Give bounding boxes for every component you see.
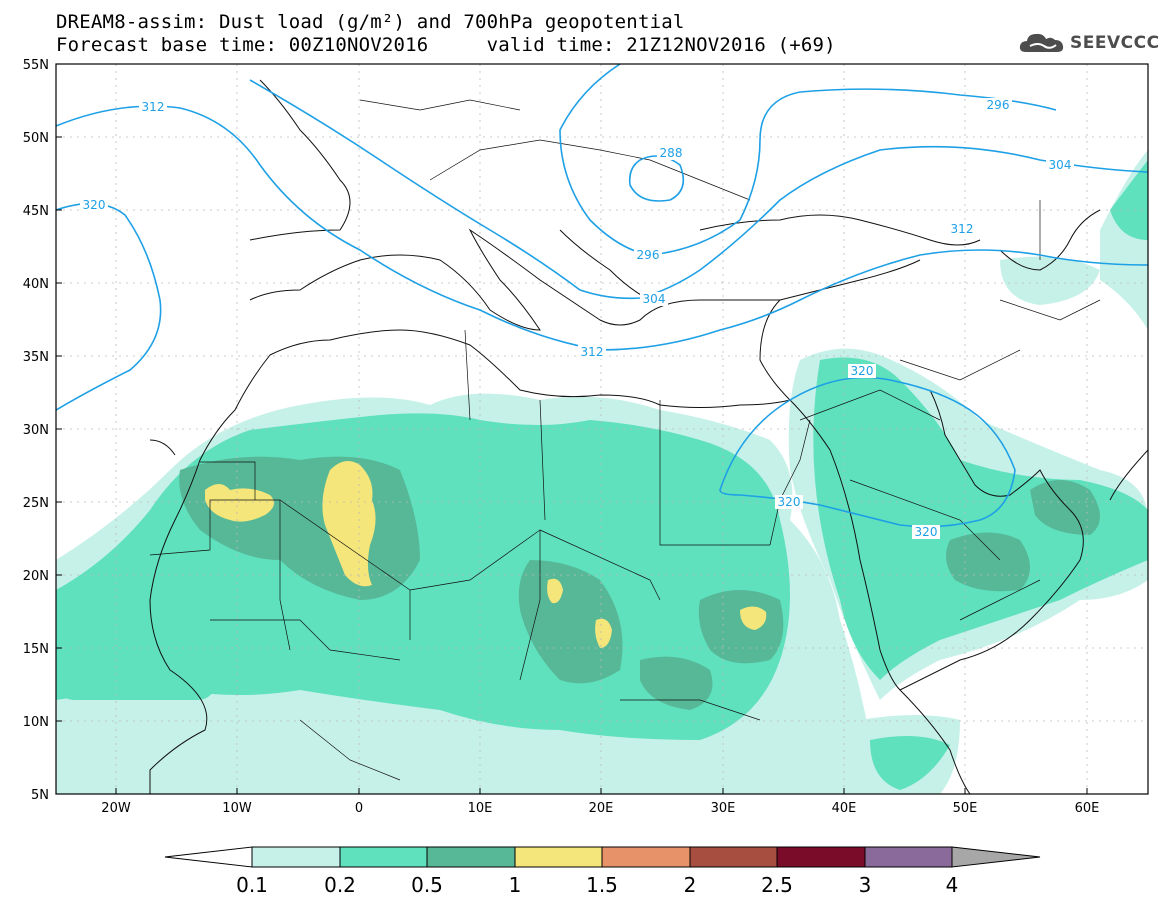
lat-label: 35N <box>23 350 49 365</box>
contour-label: 296 <box>637 248 660 262</box>
colorbar-label: 2 <box>684 873 697 897</box>
lat-label: 20N <box>23 569 49 584</box>
lat-label: 10N <box>23 715 49 730</box>
contour-label: 304 <box>1049 158 1072 172</box>
lon-label: 10W <box>222 801 252 816</box>
colorbar-swatch <box>864 846 953 868</box>
colorbar-swatch <box>776 846 866 868</box>
contour-label: 320 <box>83 198 106 212</box>
colorbar-swatch <box>514 846 603 868</box>
lon-label: 40E <box>832 801 857 816</box>
colorbar-swatch <box>251 846 341 868</box>
lat-ticks <box>56 136 1088 794</box>
contour-label: 320 <box>851 364 874 378</box>
colorbar-label: 1.5 <box>586 873 618 897</box>
dust-level-1 <box>205 461 767 648</box>
lat-label: 40N <box>23 277 49 292</box>
colorbar-label: 0.5 <box>411 873 443 897</box>
colorbar-high-arrow <box>951 846 1041 868</box>
lat-label: 25N <box>23 496 49 511</box>
seevccc-logo: SEEVCCC <box>1018 30 1160 56</box>
colorbar-labels: 0.1 0.2 0.5 1 1.5 2 2.5 3 4 <box>236 873 958 897</box>
contour-label: 312 <box>581 345 604 359</box>
chart-subtitle-times: Forecast base time: 00Z10NOV2016 valid t… <box>56 34 836 56</box>
colorbar-swatch <box>339 846 428 868</box>
colorbar-label: 0.1 <box>236 873 268 897</box>
contour-label: 320 <box>778 495 801 509</box>
lat-label: 45N <box>23 204 49 219</box>
lat-axis: 55N 50N 45N 40N 35N 30N 25N 20N 15N 10N … <box>23 58 49 803</box>
lat-label: 15N <box>23 642 49 657</box>
lon-label: 30E <box>711 801 736 816</box>
colorbar-label: 1 <box>509 873 522 897</box>
lon-label: 10E <box>468 801 493 816</box>
lat-label: 30N <box>23 423 49 438</box>
colorbar-label: 3 <box>859 873 872 897</box>
contour-label: 312 <box>142 100 165 114</box>
colorbar-swatch <box>689 846 778 868</box>
colorbar-swatch <box>426 846 516 868</box>
lon-label: 20E <box>589 801 614 816</box>
contour-label: 320 <box>915 525 938 539</box>
brand-name: SEEVCCC <box>1070 33 1160 53</box>
colorbar <box>164 846 1041 868</box>
colorbar-label: 0.2 <box>324 873 356 897</box>
cloud-logo-icon <box>1019 33 1064 52</box>
colorbar-low-arrow <box>164 846 253 868</box>
map-area <box>56 64 1148 794</box>
lat-label: 55N <box>23 58 49 73</box>
lon-label: 50E <box>953 801 978 816</box>
lat-label: 5N <box>31 788 49 803</box>
colorbar-label: 2.5 <box>761 873 793 897</box>
lon-label: 0 <box>355 801 363 816</box>
lon-label: 20W <box>101 801 131 816</box>
lat-label: 50N <box>23 131 49 146</box>
contour-label: 312 <box>951 222 974 236</box>
contour-labels: 312 320 296 288 296 304 304 312 312 320 … <box>80 98 1074 539</box>
country-borders <box>149 99 1101 781</box>
contour-label: 296 <box>987 98 1010 112</box>
contour-label: 288 <box>660 146 683 160</box>
colorbar-swatch <box>601 846 691 868</box>
contour-label: 304 <box>643 292 666 306</box>
lon-label: 60E <box>1075 801 1100 816</box>
lon-axis: 20W 10W 0 10E 20E 30E 40E 50E 60E <box>101 801 1099 816</box>
chart-title: DREAM8-assim: Dust load (g/m²) and 700hP… <box>56 11 685 33</box>
colorbar-label: 4 <box>946 873 959 897</box>
